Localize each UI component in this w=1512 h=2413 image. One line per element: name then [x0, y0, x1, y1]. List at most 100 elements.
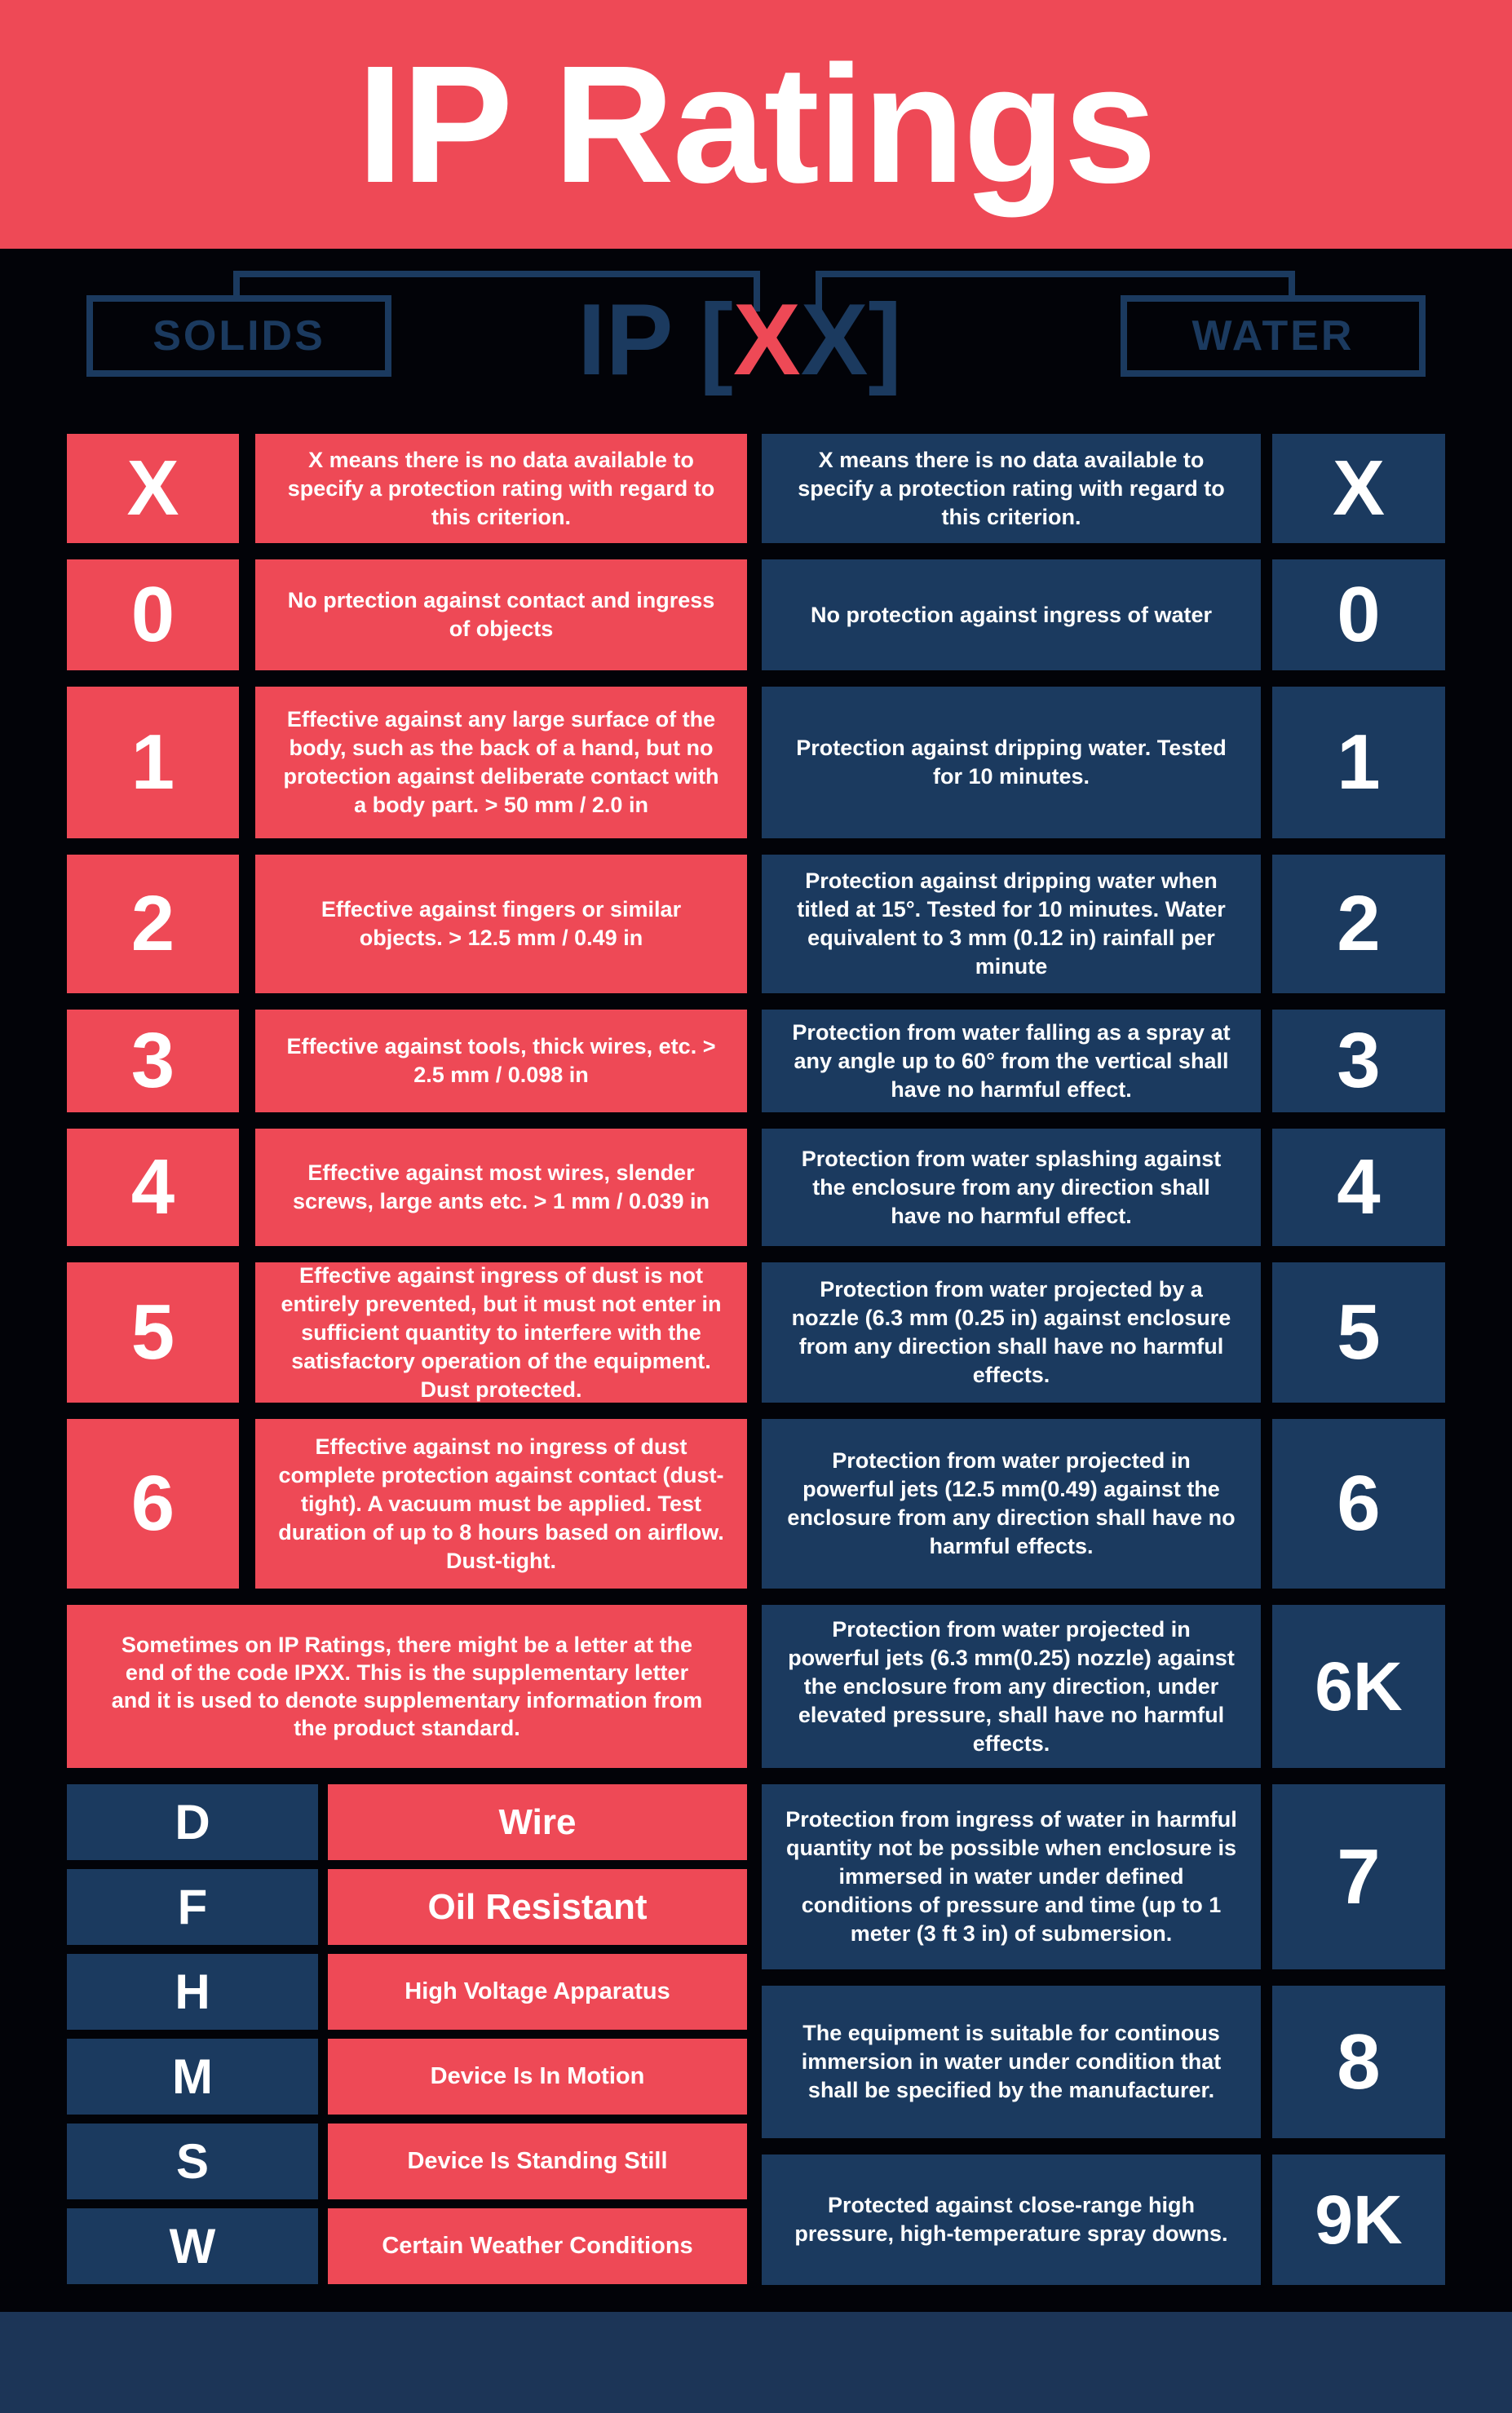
letter-row-f: F Oil Resistant — [67, 1869, 747, 1945]
water-desc: No protection against ingress of water — [762, 559, 1261, 670]
letter-label: Oil Resistant — [328, 1869, 747, 1945]
solids-code: 6 — [67, 1419, 239, 1589]
solids-desc: Effective against tools, thick wires, et… — [255, 1010, 747, 1112]
water-code: 4 — [1272, 1129, 1445, 1246]
letter-code: S — [67, 2124, 318, 2199]
water-column: X means there is no data available to sp… — [762, 434, 1445, 2285]
bracket-close: ] — [868, 284, 902, 396]
solids-desc: X means there is no data available to sp… — [255, 434, 747, 543]
page-title: IP Ratings — [356, 31, 1157, 218]
solids-row-2: 2 Effective against fingers or similar o… — [67, 855, 747, 993]
ip-x-solids: X — [732, 284, 801, 396]
letter-row-w: W Certain Weather Conditions — [67, 2208, 747, 2284]
water-code: 3 — [1272, 1010, 1445, 1112]
bracket-open: [ — [699, 284, 733, 396]
solids-code: 5 — [67, 1262, 239, 1403]
connector-drop-center-left — [754, 274, 760, 312]
solids-desc: Effective against most wires, slender sc… — [255, 1129, 747, 1246]
water-desc: Protection from water splashing against … — [762, 1129, 1261, 1246]
letter-code: F — [67, 1869, 318, 1945]
water-row-4: Protection from water splashing against … — [762, 1129, 1445, 1246]
ip-prefix: IP — [577, 284, 700, 396]
water-row-2: Protection against dripping water when t… — [762, 855, 1445, 993]
solids-row-0: 0 No prtection against contact and ingre… — [67, 559, 747, 670]
solids-row-1: 1 Effective against any large surface of… — [67, 687, 747, 838]
water-code: 5 — [1272, 1262, 1445, 1403]
water-code: 6 — [1272, 1419, 1445, 1589]
water-code: 8 — [1272, 1986, 1445, 2138]
solids-column: X X means there is no data available to … — [67, 434, 747, 2284]
letter-row-d: D Wire — [67, 1784, 747, 1860]
water-desc: X means there is no data available to sp… — [762, 434, 1261, 543]
connector-line-right — [816, 271, 1295, 277]
water-desc: Protection from water projected by a noz… — [762, 1262, 1261, 1403]
connector-drop-solids — [233, 271, 240, 300]
solids-desc: No prtection against contact and ingress… — [255, 559, 747, 670]
ip-code: IP [XX] — [0, 287, 1479, 393]
letter-label: High Voltage Apparatus — [328, 1954, 747, 2030]
water-code: 6K — [1272, 1605, 1445, 1768]
water-desc: Protection from ingress of water in harm… — [762, 1784, 1261, 1969]
title-banner: IP Ratings — [0, 0, 1512, 249]
solids-code: 1 — [67, 687, 239, 838]
bottom-bar — [0, 2312, 1512, 2413]
letter-row-m: M Device Is In Motion — [67, 2039, 747, 2115]
water-row-6k: Protection from water projected in power… — [762, 1605, 1445, 1768]
water-desc: Protection from water falling as a spray… — [762, 1010, 1261, 1112]
letter-row-s: S Device Is Standing Still — [67, 2124, 747, 2199]
water-desc: Protection from water projected in power… — [762, 1419, 1261, 1589]
letter-label: Device Is Standing Still — [328, 2124, 747, 2199]
letter-code: M — [67, 2039, 318, 2115]
water-desc: Protection from water projected in power… — [762, 1605, 1261, 1768]
letter-label: Certain Weather Conditions — [328, 2208, 747, 2284]
solids-row-5: 5 Effective against ingress of dust is n… — [67, 1262, 747, 1403]
water-desc: Protection against dripping water when t… — [762, 855, 1261, 993]
solids-row-3: 3 Effective against tools, thick wires, … — [67, 1010, 747, 1112]
water-desc: The equipment is suitable for continous … — [762, 1986, 1261, 2138]
water-code: X — [1272, 434, 1445, 543]
water-row-8: The equipment is suitable for continous … — [762, 1986, 1445, 2138]
solids-row-x: X X means there is no data available to … — [67, 434, 747, 543]
connector-drop-center-right — [816, 274, 822, 312]
ip-x-water: X — [800, 284, 869, 396]
water-label-box: WATER — [1121, 295, 1426, 377]
letter-row-h: H High Voltage Apparatus — [67, 1954, 747, 2030]
water-label: WATER — [1191, 312, 1355, 360]
water-row-5: Protection from water projected by a noz… — [762, 1262, 1445, 1403]
solids-row-4: 4 Effective against most wires, slender … — [67, 1129, 747, 1246]
water-row-0: No protection against ingress of water 0 — [762, 559, 1445, 670]
solids-desc: Effective against fingers or similar obj… — [255, 855, 747, 993]
water-code: 9K — [1272, 2154, 1445, 2285]
letter-code: H — [67, 1954, 318, 2030]
water-desc: Protected against close-range high press… — [762, 2154, 1261, 2285]
solids-desc: Effective against any large surface of t… — [255, 687, 747, 838]
water-code: 0 — [1272, 559, 1445, 670]
solids-code: 2 — [67, 855, 239, 993]
water-code: 2 — [1272, 855, 1445, 993]
solids-label-box: SOLIDS — [86, 295, 391, 377]
connector-drop-water — [1289, 271, 1295, 300]
water-row-1: Protection against dripping water. Teste… — [762, 687, 1445, 838]
water-desc: Protection against dripping water. Teste… — [762, 687, 1261, 838]
connector-line-left — [233, 271, 760, 277]
water-row-9k: Protected against close-range high press… — [762, 2154, 1445, 2285]
supplementary-note: Sometimes on IP Ratings, there might be … — [67, 1605, 747, 1768]
solids-code: 3 — [67, 1010, 239, 1112]
letter-code: W — [67, 2208, 318, 2284]
water-row-6: Protection from water projected in power… — [762, 1419, 1445, 1589]
water-code: 1 — [1272, 687, 1445, 838]
letter-code: D — [67, 1784, 318, 1860]
solids-code: X — [67, 434, 239, 543]
solids-desc: Effective against ingress of dust is not… — [255, 1262, 747, 1403]
water-row-x: X means there is no data available to sp… — [762, 434, 1445, 543]
solids-row-6: 6 Effective against no ingress of dust c… — [67, 1419, 747, 1589]
solids-code: 4 — [67, 1129, 239, 1246]
water-row-7: Protection from ingress of water in harm… — [762, 1784, 1445, 1969]
water-row-3: Protection from water falling as a spray… — [762, 1010, 1445, 1112]
solids-supplementary-row: Sometimes on IP Ratings, there might be … — [67, 1605, 747, 1768]
letter-label: Device Is In Motion — [328, 2039, 747, 2115]
solids-desc: Effective against no ingress of dust com… — [255, 1419, 747, 1589]
letter-label: Wire — [328, 1784, 747, 1860]
water-code: 7 — [1272, 1784, 1445, 1969]
